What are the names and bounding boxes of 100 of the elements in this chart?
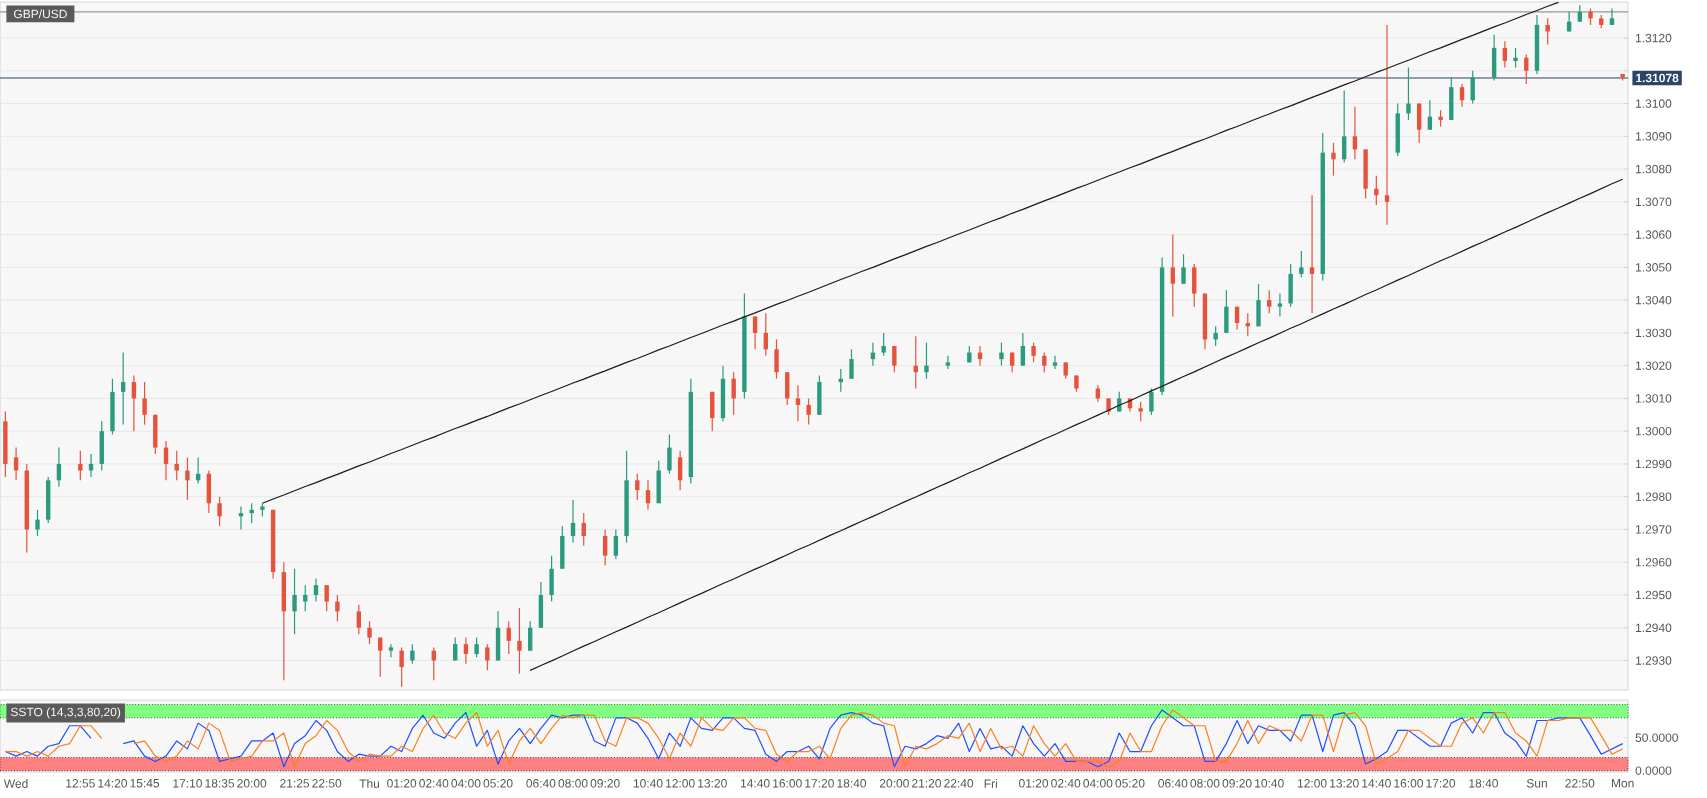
candlestick <box>1427 99 1433 131</box>
candlestick <box>1384 24 1390 226</box>
x-tick-label: 01:20 <box>1019 779 1049 788</box>
candlestick <box>1502 40 1508 69</box>
candlestick <box>849 348 854 380</box>
y-tick-label: 1.2930 <box>1635 656 1672 665</box>
x-tick-label: 02:40 <box>1051 779 1081 788</box>
x-tick-label: 01:20 <box>387 779 417 788</box>
candlestick <box>1309 194 1315 314</box>
candlestick <box>303 584 308 612</box>
candlestick <box>1459 83 1465 108</box>
candlestick <box>13 446 19 481</box>
candlestick <box>313 578 319 603</box>
candlestick <box>1031 342 1036 363</box>
y-tick-label: 50.0000 <box>1635 733 1678 742</box>
candlestick <box>292 568 297 635</box>
x-tick-label: 09:20 <box>1222 779 1252 788</box>
x-tick-label: 12:55 <box>66 779 95 788</box>
candlestick <box>1609 7 1615 26</box>
candlestick <box>78 450 83 481</box>
x-tick-label: 17:20 <box>1426 779 1456 788</box>
y-tick-label: 1.3010 <box>1635 394 1672 403</box>
x-tick-label: 13:20 <box>1330 779 1359 788</box>
candlestick <box>474 636 479 658</box>
candlestick <box>185 456 190 501</box>
candlestick <box>892 345 897 373</box>
candlestick <box>1181 253 1186 285</box>
x-tick-label: 16:00 <box>1394 779 1423 788</box>
y-tick-label: 1.2970 <box>1635 525 1672 534</box>
chart-title: GBP/USD <box>13 9 67 19</box>
candlestick <box>731 371 736 416</box>
x-tick-label: 08:00 <box>558 779 588 788</box>
candlestick <box>453 636 458 662</box>
y-tick-label: 1.2940 <box>1635 623 1672 633</box>
x-tick-label: 12:00 <box>666 779 695 788</box>
x-tick-label: 16:00 <box>773 779 802 788</box>
candlestick <box>527 620 533 652</box>
x-tick-label: Sun <box>1526 779 1547 788</box>
ref-line-label: 1.31078 <box>1636 73 1679 83</box>
x-tick-label: 18:35 <box>205 779 235 788</box>
candlestick <box>463 636 469 665</box>
candlestick <box>335 594 340 622</box>
y-tick-label: 1.3100 <box>1635 99 1672 108</box>
x-tick-label: 10:40 <box>633 779 663 788</box>
candlestick <box>120 351 126 426</box>
candlestick <box>142 381 147 426</box>
y-tick-label: 1.2960 <box>1635 557 1672 567</box>
x-tick-label: 04:00 <box>451 779 481 788</box>
candlestick <box>1170 234 1176 318</box>
candlestick <box>1513 47 1518 69</box>
candlestick <box>1331 142 1336 177</box>
y-tick-label: 1.3090 <box>1635 132 1672 141</box>
x-tick-label: 22:50 <box>1565 779 1595 788</box>
candlestick <box>1052 355 1058 370</box>
y-tick-label: 1.3040 <box>1635 295 1672 305</box>
x-tick-label: 17:10 <box>173 779 202 788</box>
x-tick-label: 04:00 <box>1083 779 1113 788</box>
x-tick-label: 10:40 <box>1255 779 1284 788</box>
x-tick-label: 20:00 <box>879 779 909 788</box>
candlestick <box>1138 401 1143 422</box>
y-tick-label: 1.3080 <box>1635 164 1672 174</box>
text: SSTO (14,3,3,80,20) <box>10 707 121 719</box>
candlestick <box>1341 89 1347 164</box>
candlestick <box>1545 17 1550 46</box>
candlestick <box>378 636 383 678</box>
y-tick-label: 1.3020 <box>1635 361 1672 370</box>
x-tick-label: 09:20 <box>590 779 620 788</box>
candlestick <box>431 646 436 681</box>
candlestick <box>677 450 683 491</box>
candlestick <box>324 584 329 612</box>
candlestick <box>570 499 576 544</box>
candlestick <box>1524 53 1529 85</box>
y-tick-label: 1.3050 <box>1635 263 1672 272</box>
x-tick-label: 20:00 <box>237 779 267 788</box>
candlestick <box>645 479 651 511</box>
x-tick-label: 05:20 <box>1115 779 1145 788</box>
candlestick <box>1149 387 1154 416</box>
y-tick-label: 1.3000 <box>1635 426 1672 436</box>
candlestick <box>581 512 586 547</box>
candlestick <box>881 332 886 357</box>
x-tick-label: 13:20 <box>698 779 727 788</box>
candlestick <box>806 397 811 426</box>
x-tick-label: 05:20 <box>483 779 513 788</box>
candlestick <box>1470 70 1475 105</box>
x-tick-label: 18:40 <box>837 779 867 788</box>
candlestick <box>367 620 372 645</box>
y-tick-label: 1.2990 <box>1635 459 1672 469</box>
candlestick <box>1352 106 1358 160</box>
x-tick-label: 12:00 <box>1297 779 1327 788</box>
candlestick <box>774 338 779 380</box>
candlestick <box>667 433 672 475</box>
x-tick-label: 06:40 <box>1158 779 1188 788</box>
y-tick-label: 1.3060 <box>1635 230 1672 239</box>
candlestick <box>1020 332 1026 367</box>
candlestick <box>602 528 608 567</box>
candlestick <box>35 509 40 537</box>
candlestick <box>795 384 801 422</box>
candlestick <box>1267 289 1272 314</box>
candlestick <box>1042 351 1047 373</box>
x-tick-label: 21:20 <box>912 779 942 788</box>
